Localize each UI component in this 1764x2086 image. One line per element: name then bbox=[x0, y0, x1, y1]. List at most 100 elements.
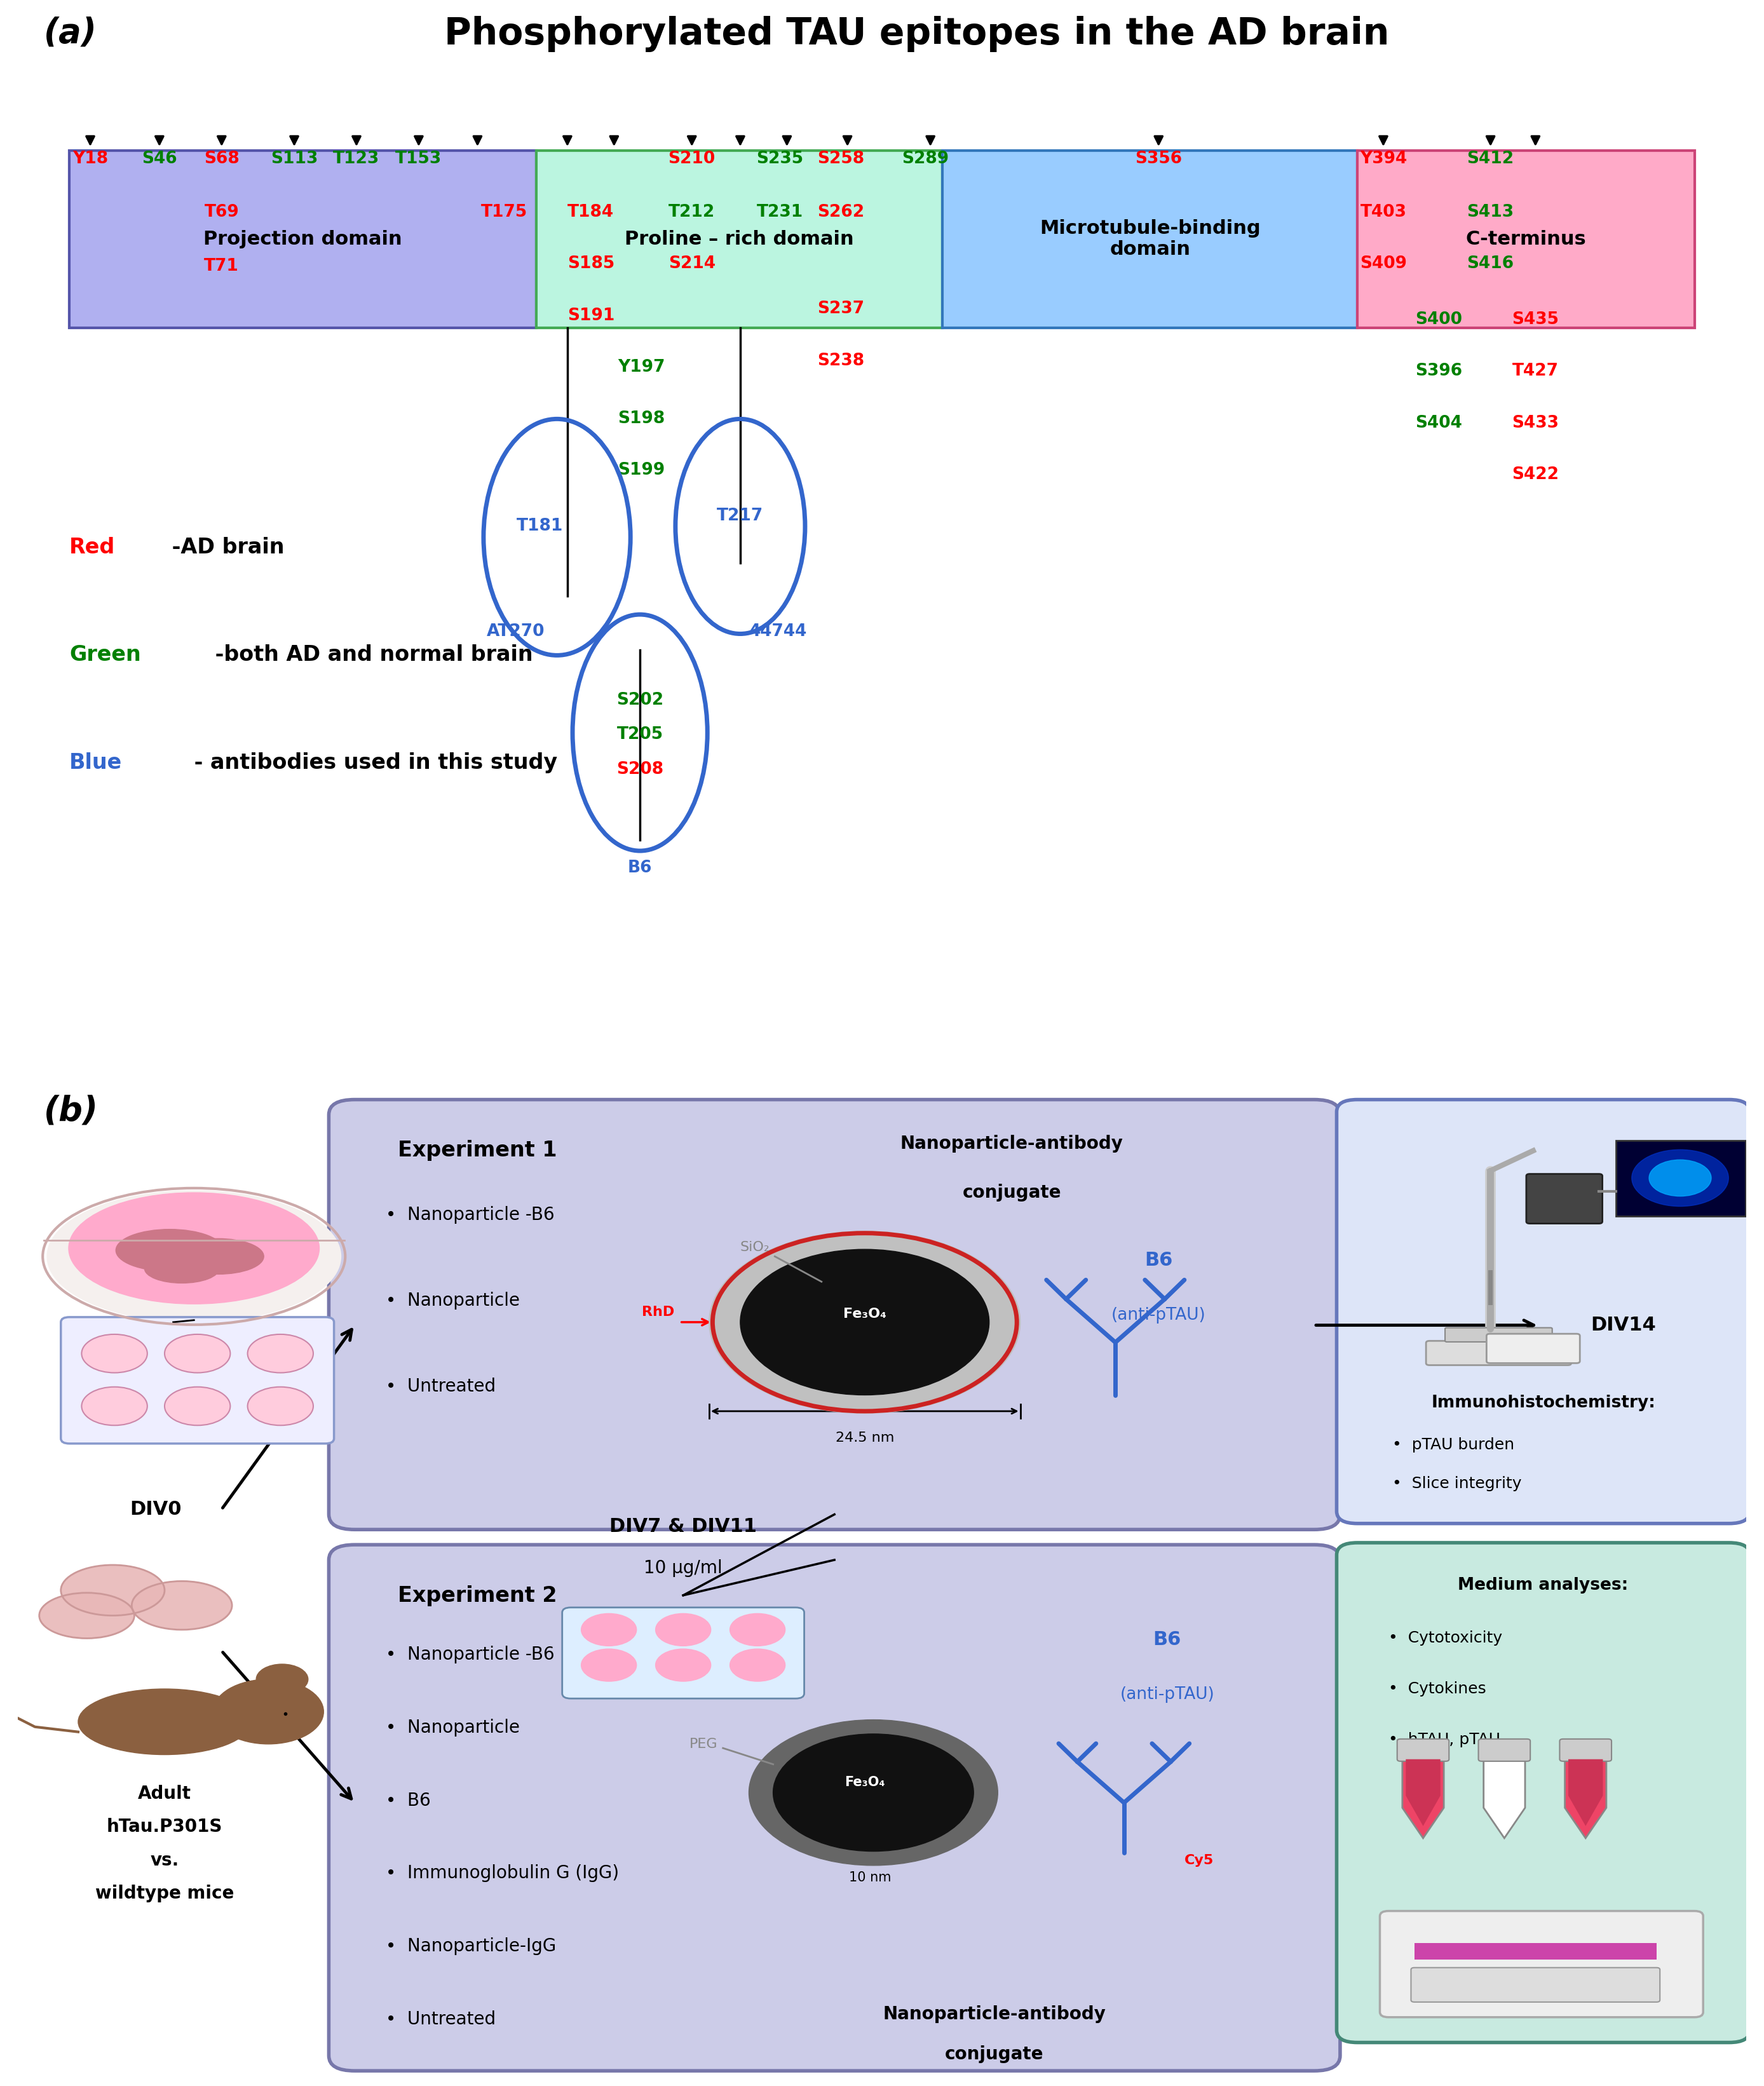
Polygon shape bbox=[1565, 1756, 1607, 1838]
Text: S258: S258 bbox=[817, 150, 864, 167]
Text: Projection domain: Projection domain bbox=[203, 229, 402, 248]
Text: Microtubule-binding
domain: Microtubule-binding domain bbox=[1039, 219, 1261, 259]
FancyBboxPatch shape bbox=[1425, 1341, 1572, 1364]
FancyBboxPatch shape bbox=[69, 150, 536, 328]
Text: T181: T181 bbox=[517, 517, 563, 534]
Text: •  Nanoparticle: • Nanoparticle bbox=[386, 1291, 520, 1310]
FancyBboxPatch shape bbox=[1526, 1174, 1602, 1224]
FancyBboxPatch shape bbox=[1411, 1967, 1660, 2003]
FancyBboxPatch shape bbox=[536, 150, 942, 328]
Text: S199: S199 bbox=[617, 461, 665, 478]
Text: Adult: Adult bbox=[138, 1784, 191, 1802]
Text: DIV7 & DIV11: DIV7 & DIV11 bbox=[610, 1517, 757, 1535]
Text: S396: S396 bbox=[1415, 363, 1462, 380]
Text: S400: S400 bbox=[1415, 311, 1462, 328]
Text: (anti-pTAU): (anti-pTAU) bbox=[1111, 1308, 1207, 1323]
Text: T184: T184 bbox=[568, 204, 614, 221]
Text: T69: T69 bbox=[205, 204, 240, 221]
Text: -both AD and normal brain: -both AD and normal brain bbox=[208, 645, 533, 665]
FancyBboxPatch shape bbox=[328, 1546, 1341, 2071]
Text: S210: S210 bbox=[669, 150, 716, 167]
Text: SiO₂: SiO₂ bbox=[739, 1241, 769, 1254]
Circle shape bbox=[730, 1615, 785, 1646]
Text: •  Nanoparticle: • Nanoparticle bbox=[386, 1719, 520, 1736]
Text: 10 μg/ml: 10 μg/ml bbox=[644, 1558, 723, 1577]
Text: Experiment 2: Experiment 2 bbox=[399, 1585, 557, 1606]
Polygon shape bbox=[1402, 1756, 1443, 1838]
FancyBboxPatch shape bbox=[1415, 1944, 1656, 1959]
Text: T205: T205 bbox=[617, 726, 663, 743]
Circle shape bbox=[741, 1250, 990, 1396]
FancyBboxPatch shape bbox=[1397, 1740, 1448, 1761]
Ellipse shape bbox=[145, 1254, 219, 1283]
Text: S191: S191 bbox=[568, 307, 614, 323]
FancyBboxPatch shape bbox=[1559, 1740, 1612, 1761]
Text: -AD brain: -AD brain bbox=[164, 536, 284, 559]
Text: T123: T123 bbox=[333, 150, 379, 167]
Text: •  Immunoglobulin G (IgG): • Immunoglobulin G (IgG) bbox=[386, 1865, 619, 1882]
Text: T403: T403 bbox=[1360, 204, 1406, 221]
Text: - antibodies used in this study: - antibodies used in this study bbox=[187, 753, 557, 774]
Text: •  Nanoparticle -B6: • Nanoparticle -B6 bbox=[386, 1646, 554, 1665]
Text: S208: S208 bbox=[616, 761, 663, 778]
Text: S435: S435 bbox=[1512, 311, 1559, 328]
Text: vs.: vs. bbox=[150, 1850, 178, 1869]
Polygon shape bbox=[1406, 1758, 1441, 1825]
Text: Y18: Y18 bbox=[72, 150, 108, 167]
Text: Y394: Y394 bbox=[1360, 150, 1408, 167]
Ellipse shape bbox=[48, 1191, 340, 1323]
FancyBboxPatch shape bbox=[1616, 1141, 1746, 1216]
Text: S185: S185 bbox=[568, 257, 614, 271]
Text: B6: B6 bbox=[628, 859, 653, 876]
Text: wildtype mice: wildtype mice bbox=[95, 1884, 235, 1902]
Text: •  Cytokines: • Cytokines bbox=[1388, 1681, 1487, 1696]
Text: conjugate: conjugate bbox=[946, 2046, 1044, 2063]
Text: Immunohistochemistry:: Immunohistochemistry: bbox=[1431, 1396, 1655, 1412]
Ellipse shape bbox=[116, 1229, 224, 1270]
FancyBboxPatch shape bbox=[60, 1316, 333, 1444]
Text: S46: S46 bbox=[141, 150, 176, 167]
Text: •  Untreated: • Untreated bbox=[386, 2011, 496, 2028]
Text: S404: S404 bbox=[1415, 415, 1462, 432]
Text: •  Untreated: • Untreated bbox=[386, 1379, 496, 1396]
Text: T231: T231 bbox=[757, 204, 803, 221]
Text: T212: T212 bbox=[669, 204, 714, 221]
Text: AT270: AT270 bbox=[487, 624, 545, 640]
Text: •  Cytotoxicity: • Cytotoxicity bbox=[1388, 1631, 1503, 1646]
Text: hTau.P301S: hTau.P301S bbox=[106, 1817, 222, 1836]
Text: •  Slice integrity: • Slice integrity bbox=[1392, 1477, 1521, 1491]
Text: conjugate: conjugate bbox=[961, 1183, 1062, 1202]
Text: B6: B6 bbox=[1145, 1252, 1173, 1270]
Text: S237: S237 bbox=[817, 300, 864, 317]
Text: 24.5 nm: 24.5 nm bbox=[836, 1431, 894, 1444]
Text: •  Nanoparticle -B6: • Nanoparticle -B6 bbox=[386, 1206, 554, 1224]
Text: (b): (b) bbox=[44, 1095, 99, 1129]
Circle shape bbox=[773, 1733, 974, 1850]
Circle shape bbox=[580, 1615, 637, 1646]
Text: Fe₃O₄: Fe₃O₄ bbox=[843, 1308, 886, 1320]
Text: Blue: Blue bbox=[69, 753, 122, 774]
Text: Green: Green bbox=[69, 645, 141, 665]
FancyBboxPatch shape bbox=[1478, 1740, 1529, 1761]
Circle shape bbox=[1649, 1160, 1711, 1195]
Polygon shape bbox=[1568, 1758, 1603, 1825]
Circle shape bbox=[1632, 1149, 1729, 1206]
Text: S68: S68 bbox=[205, 150, 240, 167]
Text: PEG: PEG bbox=[690, 1738, 718, 1750]
FancyBboxPatch shape bbox=[328, 1099, 1341, 1529]
Text: S416: S416 bbox=[1468, 257, 1514, 271]
Circle shape bbox=[750, 1719, 998, 1865]
Ellipse shape bbox=[39, 1594, 134, 1638]
Text: •  hTAU, pTAU: • hTAU, pTAU bbox=[1388, 1731, 1501, 1748]
Text: T217: T217 bbox=[716, 507, 764, 524]
Text: 10 nm: 10 nm bbox=[848, 1871, 891, 1884]
Text: S409: S409 bbox=[1360, 257, 1408, 271]
Text: T71: T71 bbox=[205, 259, 240, 275]
Circle shape bbox=[164, 1387, 231, 1425]
Ellipse shape bbox=[78, 1690, 250, 1754]
Text: B6: B6 bbox=[1154, 1631, 1182, 1650]
Ellipse shape bbox=[69, 1193, 319, 1304]
Text: S198: S198 bbox=[617, 411, 665, 428]
Text: Phosphorylated TAU epitopes in the AD brain: Phosphorylated TAU epitopes in the AD br… bbox=[445, 17, 1388, 52]
Text: S262: S262 bbox=[817, 204, 864, 221]
